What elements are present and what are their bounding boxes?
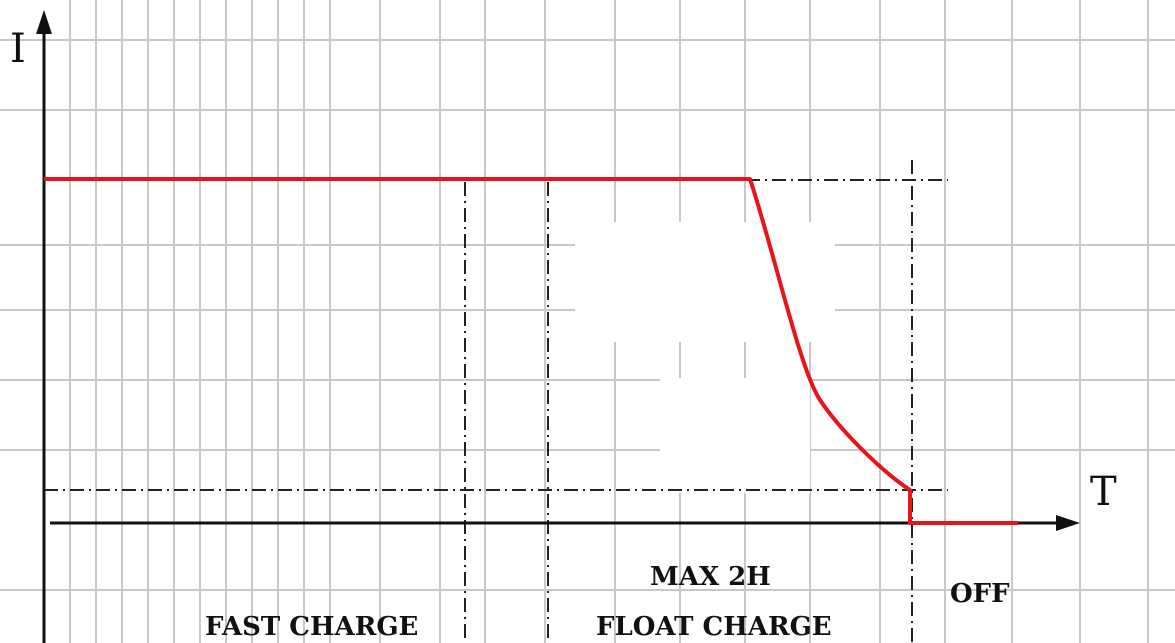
axes: [42, 28, 1063, 643]
fast-charge-label: FAST CHARGE: [205, 612, 418, 642]
y-axis-arrowhead: [36, 10, 52, 34]
max-duration-label: MAX 2H: [650, 562, 771, 592]
off-label: OFF: [950, 579, 1010, 609]
current-curve: [44, 177, 1018, 525]
y-axis-label: I: [10, 26, 26, 72]
float-charge-label: FLOAT CHARGE: [596, 612, 832, 642]
grid-gap-patches: [575, 222, 835, 493]
x-axis-arrowhead: [1056, 515, 1080, 531]
x-axis-label: T: [1090, 469, 1117, 515]
